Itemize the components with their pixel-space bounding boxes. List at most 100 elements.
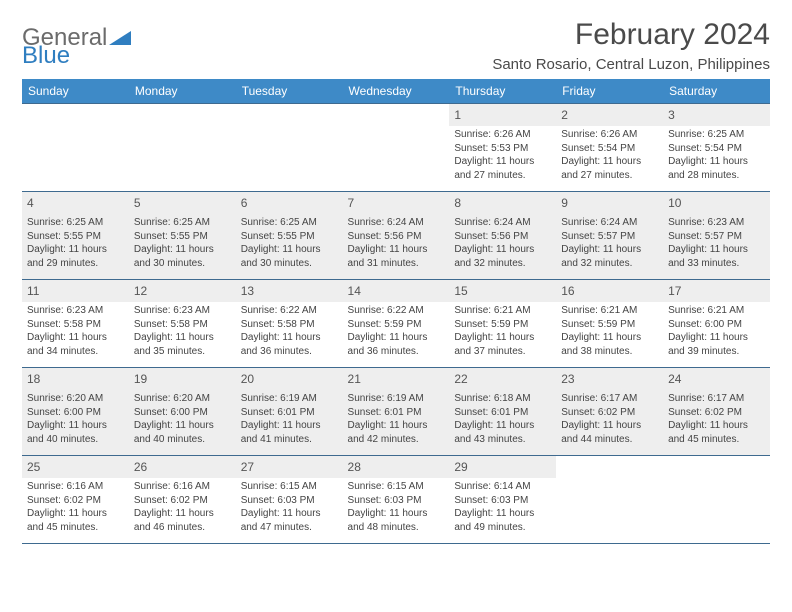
- calendar-day: 27 Sunrise: 6:15 AMSunset: 6:03 PMDayligh…: [236, 456, 343, 544]
- day-details: Sunrise: 6:21 AMSunset: 5:59 PMDaylight:…: [561, 304, 658, 358]
- day-details: Sunrise: 6:16 AMSunset: 6:02 PMDaylight:…: [134, 480, 231, 534]
- calendar-day: 10 Sunrise: 6:23 AMSunset: 5:57 PMDayligh…: [663, 192, 770, 280]
- day-details: Sunrise: 6:25 AMSunset: 5:54 PMDaylight:…: [668, 128, 765, 182]
- day-number: 23: [561, 372, 574, 386]
- day-number: 19: [134, 372, 147, 386]
- calendar-day: 23 Sunrise: 6:17 AMSunset: 6:02 PMDayligh…: [556, 368, 663, 456]
- calendar-day: 9 Sunrise: 6:24 AMSunset: 5:57 PMDaylight…: [556, 192, 663, 280]
- day-details: Sunrise: 6:24 AMSunset: 5:57 PMDaylight:…: [561, 216, 658, 270]
- day-number: 12: [134, 284, 147, 298]
- calendar-day: 3 Sunrise: 6:25 AMSunset: 5:54 PMDaylight…: [663, 104, 770, 192]
- day-number: 24: [668, 372, 681, 386]
- day-details: Sunrise: 6:15 AMSunset: 6:03 PMDaylight:…: [241, 480, 338, 534]
- calendar-empty-cell: [129, 104, 236, 192]
- day-number: 14: [348, 284, 361, 298]
- calendar-table: SundayMondayTuesdayWednesdayThursdayFrid…: [22, 79, 770, 544]
- day-details: Sunrise: 6:14 AMSunset: 6:03 PMDaylight:…: [454, 480, 551, 534]
- calendar-day: 4Sunrise: 6:25 AMSunset: 5:55 PMDaylight…: [22, 192, 129, 280]
- logo-blue-wrapper: Blue: [22, 42, 70, 70]
- calendar-day: 12 Sunrise: 6:23 AMSunset: 5:58 PMDayligh…: [129, 280, 236, 368]
- day-number: 6: [241, 196, 248, 210]
- calendar-day: 11 Sunrise: 6:23 AMSunset: 5:58 PMDayligh…: [22, 280, 129, 368]
- logo-triangle-icon: [109, 24, 131, 52]
- day-details: Sunrise: 6:25 AMSunset: 5:55 PMDaylight:…: [134, 216, 231, 270]
- day-details: Sunrise: 6:21 AMSunset: 5:59 PMDaylight:…: [454, 304, 551, 358]
- day-number: 9: [561, 196, 568, 210]
- calendar-empty-cell: [22, 104, 129, 192]
- day-number: 20: [241, 372, 254, 386]
- weekday-header: Sunday: [22, 79, 129, 104]
- calendar-empty-cell: [556, 456, 663, 544]
- day-details: Sunrise: 6:23 AMSunset: 5:58 PMDaylight:…: [134, 304, 231, 358]
- weekday-header: Tuesday: [236, 79, 343, 104]
- day-details: Sunrise: 6:25 AMSunset: 5:55 PMDaylight:…: [27, 216, 124, 270]
- month-title: February 2024: [492, 18, 770, 52]
- calendar-body: 1 Sunrise: 6:26 AMSunset: 5:53 PMDaylight…: [22, 104, 770, 544]
- day-number: 1: [454, 108, 461, 122]
- day-details: Sunrise: 6:19 AMSunset: 6:01 PMDaylight:…: [241, 392, 338, 446]
- calendar-day: 19 Sunrise: 6:20 AMSunset: 6:00 PMDayligh…: [129, 368, 236, 456]
- day-number: 18: [27, 372, 40, 386]
- day-details: Sunrise: 6:22 AMSunset: 5:59 PMDaylight:…: [348, 304, 445, 358]
- calendar-day: 16 Sunrise: 6:21 AMSunset: 5:59 PMDayligh…: [556, 280, 663, 368]
- calendar-day: 26 Sunrise: 6:16 AMSunset: 6:02 PMDayligh…: [129, 456, 236, 544]
- calendar-day: 18Sunrise: 6:20 AMSunset: 6:00 PMDayligh…: [22, 368, 129, 456]
- header: General February 2024 Santo Rosario, Cen…: [22, 18, 770, 73]
- weekday-header: Friday: [556, 79, 663, 104]
- title-block: February 2024 Santo Rosario, Central Luz…: [492, 18, 770, 73]
- day-details: Sunrise: 6:22 AMSunset: 5:58 PMDaylight:…: [241, 304, 338, 358]
- day-details: Sunrise: 6:21 AMSunset: 6:00 PMDaylight:…: [668, 304, 765, 358]
- day-number: 26: [134, 460, 147, 474]
- calendar-day: 2 Sunrise: 6:26 AMSunset: 5:54 PMDaylight…: [556, 104, 663, 192]
- day-details: Sunrise: 6:24 AMSunset: 5:56 PMDaylight:…: [454, 216, 551, 270]
- calendar-day: 14 Sunrise: 6:22 AMSunset: 5:59 PMDayligh…: [343, 280, 450, 368]
- day-number: 5: [134, 196, 141, 210]
- weekday-header: Wednesday: [343, 79, 450, 104]
- day-details: Sunrise: 6:19 AMSunset: 6:01 PMDaylight:…: [348, 392, 445, 446]
- calendar-day: 25Sunrise: 6:16 AMSunset: 6:02 PMDayligh…: [22, 456, 129, 544]
- calendar-day: 22Sunrise: 6:18 AMSunset: 6:01 PMDayligh…: [449, 368, 556, 456]
- calendar-day: 1 Sunrise: 6:26 AMSunset: 5:53 PMDaylight…: [449, 104, 556, 192]
- calendar-day: 17Sunrise: 6:21 AMSunset: 6:00 PMDayligh…: [663, 280, 770, 368]
- day-number: 15: [454, 284, 467, 298]
- calendar-day: 8 Sunrise: 6:24 AMSunset: 5:56 PMDaylight…: [449, 192, 556, 280]
- logo-text-blue: Blue: [22, 42, 70, 69]
- day-details: Sunrise: 6:20 AMSunset: 6:00 PMDaylight:…: [134, 392, 231, 446]
- day-number: 2: [561, 108, 568, 122]
- day-details: Sunrise: 6:23 AMSunset: 5:57 PMDaylight:…: [668, 216, 765, 270]
- calendar-day: 28 Sunrise: 6:15 AMSunset: 6:03 PMDayligh…: [343, 456, 450, 544]
- day-number: 3: [668, 108, 675, 122]
- day-number: 21: [348, 372, 361, 386]
- day-number: 8: [454, 196, 461, 210]
- weekday-header: Saturday: [663, 79, 770, 104]
- day-details: Sunrise: 6:17 AMSunset: 6:02 PMDaylight:…: [668, 392, 765, 446]
- day-details: Sunrise: 6:25 AMSunset: 5:55 PMDaylight:…: [241, 216, 338, 270]
- day-number: 25: [27, 460, 40, 474]
- calendar-day: 24 Sunrise: 6:17 AMSunset: 6:02 PMDayligh…: [663, 368, 770, 456]
- calendar-day: 6 Sunrise: 6:25 AMSunset: 5:55 PMDaylight…: [236, 192, 343, 280]
- day-details: Sunrise: 6:23 AMSunset: 5:58 PMDaylight:…: [27, 304, 124, 358]
- calendar-empty-cell: [236, 104, 343, 192]
- day-number: 29: [454, 460, 467, 474]
- weekday-header: Monday: [129, 79, 236, 104]
- day-number: 27: [241, 460, 254, 474]
- day-details: Sunrise: 6:24 AMSunset: 5:56 PMDaylight:…: [348, 216, 445, 270]
- weekday-header: Thursday: [449, 79, 556, 104]
- day-number: 10: [668, 196, 681, 210]
- calendar-day: 5 Sunrise: 6:25 AMSunset: 5:55 PMDaylight…: [129, 192, 236, 280]
- day-details: Sunrise: 6:17 AMSunset: 6:02 PMDaylight:…: [561, 392, 658, 446]
- day-number: 7: [348, 196, 355, 210]
- calendar-day: 21 Sunrise: 6:19 AMSunset: 6:01 PMDayligh…: [343, 368, 450, 456]
- calendar-row: 4Sunrise: 6:25 AMSunset: 5:55 PMDaylight…: [22, 192, 770, 280]
- day-number: 22: [454, 372, 467, 386]
- calendar-empty-cell: [343, 104, 450, 192]
- day-number: 28: [348, 460, 361, 474]
- day-details: Sunrise: 6:26 AMSunset: 5:54 PMDaylight:…: [561, 128, 658, 182]
- day-number: 11: [27, 284, 39, 298]
- day-details: Sunrise: 6:26 AMSunset: 5:53 PMDaylight:…: [454, 128, 551, 182]
- location-subtitle: Santo Rosario, Central Luzon, Philippine…: [492, 56, 770, 73]
- day-details: Sunrise: 6:15 AMSunset: 6:03 PMDaylight:…: [348, 480, 445, 534]
- calendar-row: 25 Sunrise: 6:16 AMSunset: 6:02 PMDayligh…: [22, 456, 770, 544]
- day-number: 16: [561, 284, 574, 298]
- calendar-row: 18 Sunrise: 6:20 AMSunset: 6:00 PMDayligh…: [22, 368, 770, 456]
